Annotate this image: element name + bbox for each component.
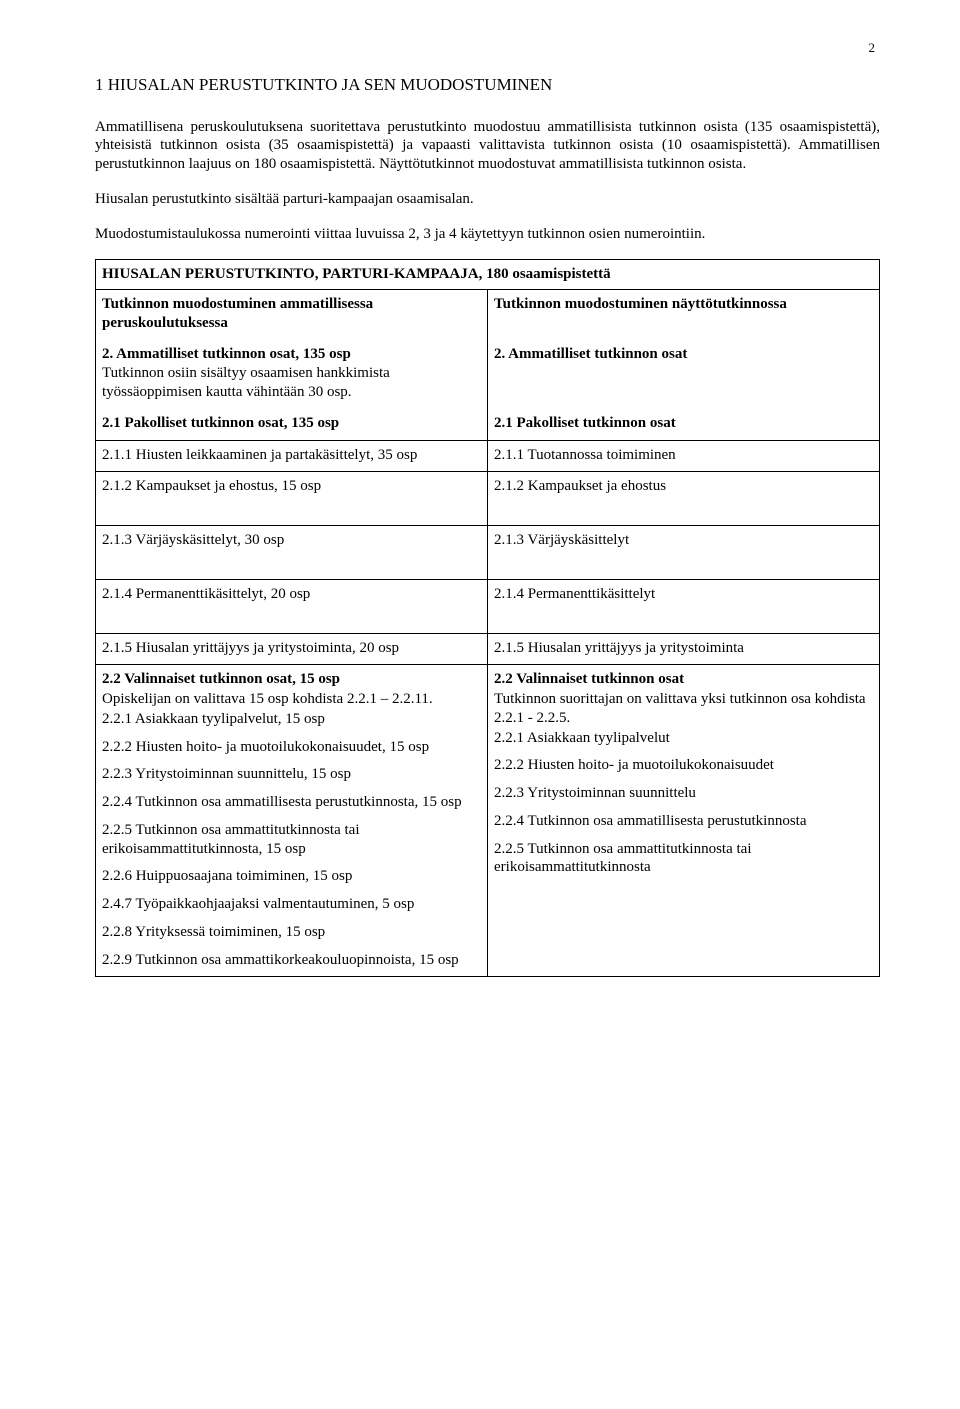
cell-text: 2.1.5 Hiusalan yrittäjyys ja yritystoimi…	[102, 639, 481, 658]
table-cell: 2. Ammatilliset tutkinnon osat, 135 ospT…	[96, 340, 488, 409]
table-cell: 2.2 Valinnaiset tutkinnon osat, 15 ospOp…	[96, 665, 488, 977]
cell-text: 2.2.1 Asiakkaan tyylipalvelut, 15 osp	[102, 710, 481, 729]
cell-text: Opiskelijan on valittava 15 osp kohdista…	[102, 690, 481, 709]
table-cell: 2.1 Pakolliset tutkinnon osat, 135 osp	[96, 409, 488, 440]
table-row: 2.1 Pakolliset tutkinnon osat, 135 osp 2.…	[96, 409, 880, 440]
table-row: 2.1.2 Kampaukset ja ehostus, 15 osp 2.1.2…	[96, 472, 880, 526]
cell-text: 2. Ammatilliset tutkinnon osat	[494, 345, 873, 364]
table-cell: 2. Ammatilliset tutkinnon osat	[488, 340, 880, 409]
cell-text: 2. Ammatilliset tutkinnon osat, 135 osp	[102, 345, 481, 364]
intro-paragraph-3: Muodostumistaulukossa numerointi viittaa…	[95, 225, 880, 244]
cell-text: 2.2.4 Tutkinnon osa ammatillisesta perus…	[494, 812, 873, 831]
table-cell: 2.1.3 Värjäyskäsittelyt	[488, 526, 880, 580]
table-cell: 2.1.4 Permanenttikäsittelyt, 20 osp	[96, 579, 488, 633]
cell-text: 2.1.5 Hiusalan yrittäjyys ja yritystoimi…	[494, 639, 873, 658]
table-row: 2.1.1 Hiusten leikkaaminen ja partakäsit…	[96, 440, 880, 472]
table-cell: 2.1.1 Hiusten leikkaaminen ja partakäsit…	[96, 440, 488, 472]
cell-text: 2.2.3 Yritystoiminnan suunnittelu	[494, 784, 873, 803]
cell-text: 2.2.8 Yrityksessä toimiminen, 15 osp	[102, 923, 481, 942]
table-cell: 2.1.3 Värjäyskäsittelyt, 30 osp	[96, 526, 488, 580]
table-row: 2.1.4 Permanenttikäsittelyt, 20 osp 2.1.4…	[96, 579, 880, 633]
intro-paragraph-2: Hiusalan perustutkinto sisältää parturi-…	[95, 190, 880, 209]
table-title: HIUSALAN PERUSTUTKINTO, PARTURI-KAMPAAJA…	[95, 259, 880, 289]
cell-text: 2.2.6 Huippuosaajana toimiminen, 15 osp	[102, 867, 481, 886]
cell-text: 2.2 Valinnaiset tutkinnon osat	[494, 670, 873, 689]
table-cell: 2.1.5 Hiusalan yrittäjyys ja yritystoimi…	[488, 633, 880, 665]
cell-text: 2.2.5 Tutkinnon osa ammattitutkinnosta t…	[102, 821, 481, 859]
table-row: 2. Ammatilliset tutkinnon osat, 135 ospT…	[96, 340, 880, 409]
table-row: 2.2 Valinnaiset tutkinnon osat, 15 ospOp…	[96, 665, 880, 977]
cell-text: 2.1.2 Kampaukset ja ehostus	[494, 477, 873, 496]
table-cell: 2.1.2 Kampaukset ja ehostus, 15 osp	[96, 472, 488, 526]
table-cell: 2.1.2 Kampaukset ja ehostus	[488, 472, 880, 526]
table-cell: Tutkinnon muodostuminen näyttötutkinnoss…	[488, 290, 880, 340]
table-row: Tutkinnon muodostuminen ammatillisessa p…	[96, 290, 880, 340]
cell-text: 2.1.1 Hiusten leikkaaminen ja partakäsit…	[102, 446, 481, 465]
cell-text: 2.2.2 Hiusten hoito- ja muotoilukokonais…	[494, 756, 873, 775]
table-row: 2.1.5 Hiusalan yrittäjyys ja yritystoimi…	[96, 633, 880, 665]
cell-text: 2.2.9 Tutkinnon osa ammattikorkeakouluop…	[102, 951, 481, 970]
cell-text: 2.1.3 Värjäyskäsittelyt, 30 osp	[102, 531, 481, 550]
table-cell: 2.1.4 Permanenttikäsittelyt	[488, 579, 880, 633]
cell-text: 2.1.3 Värjäyskäsittelyt	[494, 531, 873, 550]
cell-text: 2.2.4 Tutkinnon osa ammatillisesta perus…	[102, 793, 481, 812]
table-cell: 2.2 Valinnaiset tutkinnon osatTutkinnon …	[488, 665, 880, 977]
cell-text: 2.2.5 Tutkinnon osa ammattitutkinnosta t…	[494, 840, 873, 878]
cell-text: 2.2.3 Yritystoiminnan suunnittelu, 15 os…	[102, 765, 481, 784]
cell-text: 2.1.2 Kampaukset ja ehostus, 15 osp	[102, 477, 481, 496]
cell-text: 2.4.7 Työpaikkaohjaajaksi valmentautumin…	[102, 895, 481, 914]
cell-text: 2.2.2 Hiusten hoito- ja muotoilukokonais…	[102, 738, 481, 757]
page-title: 1 HIUSALAN PERUSTUTKINTO JA SEN MUODOSTU…	[95, 74, 880, 95]
table-cell: Tutkinnon muodostuminen ammatillisessa p…	[96, 290, 488, 340]
cell-text: 2.1.1 Tuotannossa toimiminen	[494, 446, 873, 465]
cell-text: Tutkinnon osiin sisältyy osaamisen hankk…	[102, 364, 481, 402]
page-number: 2	[95, 40, 880, 56]
cell-text: 2.1 Pakolliset tutkinnon osat, 135 osp	[102, 414, 481, 433]
table-cell: 2.1.5 Hiusalan yrittäjyys ja yritystoimi…	[96, 633, 488, 665]
curriculum-table: Tutkinnon muodostuminen ammatillisessa p…	[95, 289, 880, 977]
table-row: 2.1.3 Värjäyskäsittelyt, 30 osp 2.1.3 Vär…	[96, 526, 880, 580]
cell-text: 2.1.4 Permanenttikäsittelyt	[494, 585, 873, 604]
cell-text: 2.2.1 Asiakkaan tyylipalvelut	[494, 729, 873, 748]
cell-text: 2.2 Valinnaiset tutkinnon osat, 15 osp	[102, 670, 481, 689]
table-cell: 2.1 Pakolliset tutkinnon osat	[488, 409, 880, 440]
intro-paragraph-1: Ammatillisena peruskoulutuksena suoritet…	[95, 118, 880, 174]
cell-text: Tutkinnon muodostuminen näyttötutkinnoss…	[494, 295, 873, 314]
table-cell: 2.1.1 Tuotannossa toimiminen	[488, 440, 880, 472]
cell-text: Tutkinnon suorittajan on valittava yksi …	[494, 690, 873, 728]
cell-text: Tutkinnon muodostuminen ammatillisessa p…	[102, 295, 481, 333]
cell-text: 2.1.4 Permanenttikäsittelyt, 20 osp	[102, 585, 481, 604]
cell-text: 2.1 Pakolliset tutkinnon osat	[494, 414, 873, 433]
